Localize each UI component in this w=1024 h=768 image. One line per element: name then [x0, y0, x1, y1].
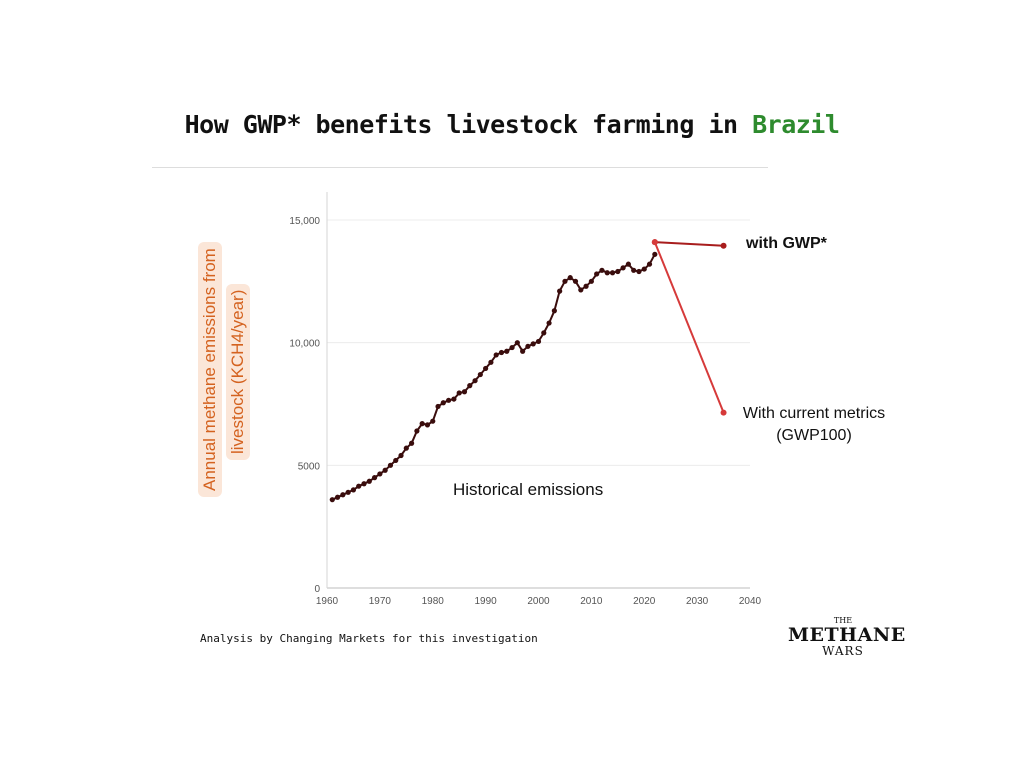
historical-point — [419, 421, 425, 427]
historical-point — [409, 440, 415, 446]
historical-point — [615, 268, 621, 275]
methane-wars-logo: THE METHANE WARS — [788, 616, 906, 666]
x-tick-label: 2030 — [686, 596, 709, 607]
historical-point — [371, 475, 378, 481]
historical-point — [361, 481, 367, 487]
annotation-gwp-star: with GWP* — [746, 235, 827, 252]
projection-start-point-2 — [651, 239, 658, 246]
historical-point — [456, 390, 462, 396]
annotation-current-metrics-line-2: (GWP100) — [776, 427, 852, 444]
projection-end-point-1 — [720, 242, 727, 249]
historical-point — [403, 445, 409, 451]
historical-point — [435, 403, 441, 410]
annotation-historical: Historical emissions — [453, 480, 604, 499]
historical-point — [440, 400, 446, 406]
y-tick-label: 15,000 — [289, 216, 320, 227]
historical-point — [646, 261, 653, 267]
historical-point — [382, 467, 388, 473]
historical-point — [604, 270, 610, 276]
historical-point — [483, 365, 489, 372]
y-tick-label: 0 — [314, 584, 320, 595]
historical-point — [366, 478, 372, 484]
series-line-1 — [654, 241, 724, 247]
historical-point — [498, 349, 505, 356]
historical-point — [541, 330, 547, 336]
title-prefix: How GWP* benefits livestock farming in — [184, 110, 753, 139]
historical-point — [551, 308, 557, 314]
historical-point — [472, 378, 478, 384]
historical-point — [393, 457, 399, 464]
historical-point — [493, 352, 499, 358]
historical-point — [446, 397, 452, 403]
title-divider — [152, 167, 768, 168]
historical-point — [345, 489, 351, 495]
historical-point — [509, 344, 515, 351]
historical-point — [424, 422, 431, 428]
x-tick-label: 2010 — [580, 596, 603, 607]
x-tick-label: 1970 — [369, 596, 392, 607]
historical-point — [652, 251, 658, 257]
historical-point — [504, 348, 510, 354]
historical-point — [398, 452, 404, 459]
x-tick-label: 2020 — [633, 596, 656, 607]
historical-point — [636, 268, 642, 275]
y-axis-label-line-2: livestock (KCH4/year) — [226, 283, 250, 460]
historical-point — [377, 471, 383, 477]
historical-point — [546, 320, 552, 326]
annotation-current-metrics: With current metrics (GWP100) — [734, 405, 894, 445]
annotation-current-metrics-line-1: With current metrics — [742, 405, 886, 422]
logo-the: THE — [833, 616, 853, 625]
historical-point — [514, 340, 520, 346]
historical-point — [599, 267, 605, 273]
historical-point — [340, 492, 346, 498]
historical-point — [430, 418, 436, 424]
historical-point — [578, 287, 584, 293]
x-tick-label: 2040 — [739, 596, 762, 607]
historical-point — [583, 283, 589, 289]
historical-point — [451, 396, 457, 402]
historical-point — [329, 497, 335, 503]
historical-point — [334, 494, 341, 500]
historical-point — [594, 271, 600, 277]
historical-point — [520, 348, 526, 354]
historical-point — [535, 338, 542, 345]
title-country: Brazil — [752, 110, 840, 139]
historical-point — [567, 275, 573, 281]
historical-point — [387, 462, 394, 468]
series-line-2 — [653, 241, 725, 413]
historical-point — [356, 483, 362, 489]
historical-point — [609, 270, 616, 276]
x-tick-label: 1990 — [475, 596, 498, 607]
historical-point — [350, 487, 357, 493]
historical-point — [562, 278, 568, 284]
y-axis-label-line-1: Annual methane emissions from — [198, 242, 222, 497]
historical-point — [488, 359, 494, 365]
chart-title: How GWP* benefits livestock farming in B… — [0, 110, 1024, 139]
y-tick-label: 10,000 — [289, 339, 320, 350]
footer-credit: Analysis by Changing Markets for this in… — [200, 632, 538, 645]
historical-point — [588, 278, 594, 284]
x-tick-label: 1960 — [316, 596, 339, 607]
logo-main: METHANE — [788, 624, 906, 646]
historical-point — [620, 265, 626, 271]
projection-end-point-2 — [720, 409, 727, 416]
x-tick-label: 2000 — [527, 596, 550, 607]
x-tick-label: 1980 — [422, 596, 445, 607]
historical-point — [625, 261, 631, 267]
y-tick-label: 5000 — [298, 461, 321, 472]
series-line-0 — [331, 253, 656, 501]
logo-wars: WARS — [822, 644, 864, 658]
historical-point — [530, 341, 536, 347]
historical-point — [557, 288, 563, 294]
historical-point — [467, 383, 473, 389]
historical-point — [477, 371, 483, 378]
historical-point — [572, 278, 579, 284]
historical-point — [631, 267, 637, 273]
historical-point — [641, 266, 647, 272]
historical-point — [414, 428, 420, 434]
historical-point — [525, 343, 531, 349]
y-axis-label: Annual methane emissions from livestock … — [196, 242, 254, 500]
historical-point — [461, 389, 468, 395]
